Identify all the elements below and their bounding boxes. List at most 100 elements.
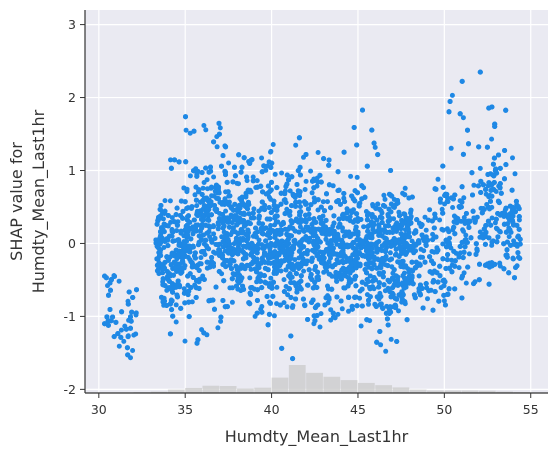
data-point xyxy=(319,255,325,261)
data-point xyxy=(489,239,495,245)
data-point xyxy=(493,166,499,172)
data-point xyxy=(510,213,516,219)
data-point xyxy=(165,243,171,249)
data-point xyxy=(432,215,438,221)
data-point xyxy=(327,271,333,277)
data-point xyxy=(442,302,448,308)
data-point xyxy=(317,324,323,330)
data-point xyxy=(346,308,351,314)
data-point xyxy=(370,227,376,232)
data-point xyxy=(168,157,173,163)
data-point xyxy=(381,282,387,288)
data-point xyxy=(516,226,522,232)
data-point xyxy=(391,267,397,273)
data-point xyxy=(410,244,416,250)
data-point xyxy=(275,219,281,225)
data-point xyxy=(189,299,195,305)
data-point xyxy=(246,263,252,268)
data-point xyxy=(198,255,204,261)
data-point xyxy=(229,266,234,272)
data-point xyxy=(452,192,458,198)
data-point xyxy=(513,265,519,270)
data-point xyxy=(379,243,385,249)
data-point xyxy=(247,221,253,227)
data-point xyxy=(312,318,318,324)
data-point xyxy=(447,99,453,104)
data-point xyxy=(503,107,509,113)
data-point xyxy=(292,257,298,263)
data-point xyxy=(318,220,324,226)
data-point xyxy=(186,299,192,305)
data-point xyxy=(237,274,243,280)
data-point xyxy=(364,317,370,323)
data-point xyxy=(174,205,180,211)
data-point xyxy=(393,252,398,258)
data-point xyxy=(345,283,351,289)
data-point xyxy=(495,211,501,216)
data-point xyxy=(201,277,207,282)
data-point xyxy=(284,304,290,310)
data-point xyxy=(167,198,173,204)
data-point xyxy=(250,210,256,216)
data-point xyxy=(243,194,249,200)
data-point xyxy=(441,283,447,289)
data-point xyxy=(401,211,407,217)
data-point xyxy=(513,198,519,204)
data-point xyxy=(229,299,235,305)
data-point xyxy=(218,314,224,320)
histogram-bar xyxy=(219,386,237,393)
data-point xyxy=(259,155,265,161)
data-point xyxy=(167,233,172,239)
data-point xyxy=(482,241,488,247)
data-point xyxy=(371,262,377,267)
data-point xyxy=(422,214,428,220)
data-point xyxy=(387,250,393,256)
data-point xyxy=(336,216,342,222)
data-point xyxy=(170,313,176,319)
data-point xyxy=(397,260,403,266)
data-point xyxy=(376,270,382,276)
data-point xyxy=(446,229,452,235)
data-point xyxy=(200,217,206,223)
data-point xyxy=(450,205,456,210)
data-point xyxy=(201,123,207,128)
data-point xyxy=(463,237,469,243)
data-point xyxy=(439,206,445,212)
data-point xyxy=(296,265,302,271)
data-point xyxy=(492,124,498,129)
data-point xyxy=(317,172,323,178)
data-point xyxy=(388,168,394,173)
data-point xyxy=(212,306,217,312)
data-point xyxy=(232,164,237,170)
data-point xyxy=(512,171,518,177)
data-point xyxy=(423,281,429,287)
data-point xyxy=(418,254,424,260)
data-point xyxy=(342,199,348,205)
data-point xyxy=(497,185,503,191)
data-point xyxy=(423,227,429,233)
data-point xyxy=(249,157,255,163)
data-point xyxy=(488,198,493,204)
data-point xyxy=(410,281,416,287)
data-point xyxy=(234,222,240,228)
data-point xyxy=(485,172,491,177)
data-point xyxy=(502,176,507,182)
data-point xyxy=(160,276,166,282)
data-point xyxy=(207,234,213,240)
data-point xyxy=(396,292,402,298)
data-point xyxy=(128,325,133,331)
data-point xyxy=(282,197,288,203)
data-point xyxy=(347,270,353,276)
data-point xyxy=(323,268,329,274)
data-point xyxy=(268,275,274,281)
data-point xyxy=(398,244,404,250)
data-point xyxy=(358,245,364,251)
data-point xyxy=(354,174,360,180)
data-point xyxy=(190,231,196,237)
data-point xyxy=(294,286,300,292)
data-point xyxy=(381,203,386,208)
data-point xyxy=(296,229,302,235)
data-point xyxy=(504,247,510,253)
data-point xyxy=(227,193,233,199)
data-point xyxy=(441,277,447,283)
